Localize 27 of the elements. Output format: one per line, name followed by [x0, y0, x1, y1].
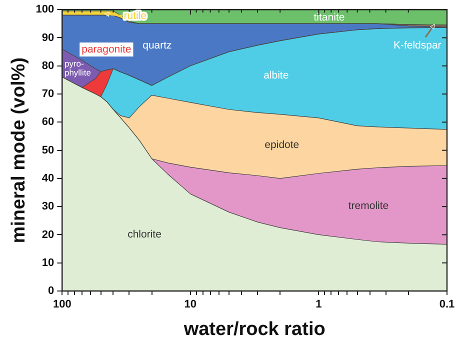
series-label: albite [264, 70, 289, 82]
x-tick-label: 1 [316, 298, 322, 311]
y-axis-title: mineral mode (vol%) [8, 57, 30, 244]
series-label: K-feldspar [393, 40, 442, 52]
y-tick-label: 10 [42, 256, 54, 269]
series-label: rutile [124, 10, 147, 22]
x-tick-label: 0.1 [439, 298, 455, 311]
y-tick-label: 20 [42, 228, 54, 241]
y-tick-label: 30 [42, 200, 54, 213]
y-tick-label: 70 [42, 88, 54, 100]
y-tick-label: 50 [42, 144, 54, 156]
y-tick-label: 80 [42, 60, 54, 72]
series-label: tremolite [348, 200, 389, 212]
x-axis-title: water/rock ratio [182, 318, 326, 340]
y-tick-label: 100 [36, 4, 54, 16]
series-label: chlorite [128, 228, 162, 241]
series-label: quartz [142, 40, 172, 52]
y-tick-label: 0 [48, 285, 54, 298]
x-tick-label: 100 [52, 298, 72, 311]
series-label: paragonite [82, 43, 132, 56]
y-tick-label: 90 [42, 32, 54, 44]
series-label: pyro-phyllite [64, 58, 92, 78]
y-tick-label: 60 [42, 116, 54, 128]
y-tick-label: 40 [42, 172, 54, 184]
x-tick-label: 10 [184, 298, 197, 311]
series-label: titanite [314, 11, 345, 24]
series-label: epidote [264, 138, 300, 151]
